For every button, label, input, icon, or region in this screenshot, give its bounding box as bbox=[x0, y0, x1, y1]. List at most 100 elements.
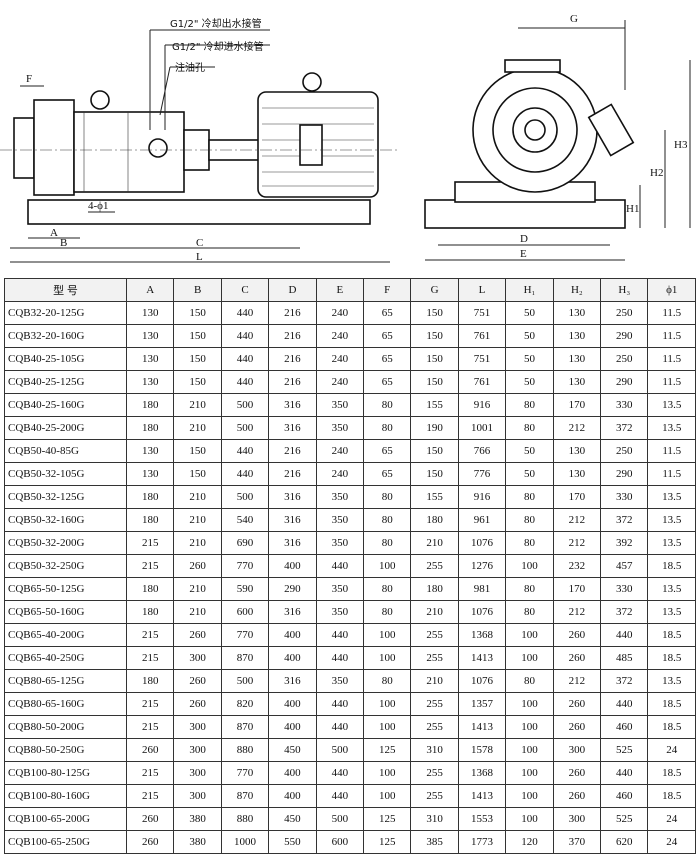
value-cell: H₁ bbox=[505, 278, 554, 302]
table-row: CQB65-50-125G 180 210 590 290 350 80 180 981 80 17… bbox=[4, 577, 696, 601]
value-cell: 212 bbox=[552, 416, 602, 440]
side-view bbox=[0, 29, 400, 263]
value-cell: 240 bbox=[315, 301, 365, 325]
value-cell: 11.5 bbox=[647, 347, 696, 371]
value-cell: 300 bbox=[552, 738, 602, 762]
value-cell: 290 bbox=[600, 462, 649, 486]
value-cell: 330 bbox=[600, 393, 649, 417]
value-cell: 13.5 bbox=[647, 577, 696, 601]
value-cell: C bbox=[220, 278, 270, 302]
value-cell: 260 bbox=[552, 623, 602, 647]
table-row: CQB50-32-160G 180 210 540 316 350 80 180 961 80 21… bbox=[4, 508, 696, 532]
model-cell: CQB50-32-250G bbox=[4, 554, 127, 578]
label: B bbox=[60, 237, 67, 249]
table-row: CQB80-50-200G 215 300 870 400 440 100 255 1413 10… bbox=[4, 715, 696, 739]
value-cell: 440 bbox=[315, 646, 365, 670]
value-cell: 316 bbox=[268, 485, 317, 509]
value-cell: 130 bbox=[552, 347, 602, 371]
value-cell: 440 bbox=[220, 462, 270, 486]
table-row: CQB80-65-125G 180 260 500 316 350 80 210 1076 80 2… bbox=[4, 669, 696, 693]
table-row: CQB40-25-160G 180 210 500 316 350 80 155 916 80 17… bbox=[4, 393, 696, 417]
model-cell: CQB50-32-200G bbox=[4, 531, 127, 555]
value-cell: 260 bbox=[173, 669, 222, 693]
table-row: CQB32-20-125G 130 150 440 216 240 65 150 751 50 13… bbox=[4, 301, 696, 325]
model-cell: CQB40-25-125G bbox=[4, 370, 127, 394]
value-cell: 260 bbox=[125, 738, 175, 762]
value-cell: 1357 bbox=[457, 692, 507, 716]
value-cell: 1578 bbox=[457, 738, 507, 762]
value-cell: 290 bbox=[268, 577, 317, 601]
value-cell: 372 bbox=[600, 416, 649, 440]
value-cell: 350 bbox=[315, 508, 365, 532]
value-cell: 13.5 bbox=[647, 669, 696, 693]
value-cell: 80 bbox=[363, 485, 412, 509]
value-cell: 180 bbox=[125, 669, 175, 693]
value-cell: 440 bbox=[600, 692, 649, 716]
model-cell: CQB50-40-85G bbox=[4, 439, 127, 463]
value-cell: 80 bbox=[505, 393, 554, 417]
label: D bbox=[520, 233, 528, 245]
value-cell: 212 bbox=[552, 508, 602, 532]
value-cell: 210 bbox=[410, 531, 459, 555]
value-cell: 392 bbox=[600, 531, 649, 555]
value-cell: 11.5 bbox=[647, 301, 696, 325]
value-cell: 130 bbox=[125, 439, 175, 463]
value-cell: 100 bbox=[505, 623, 554, 647]
value-cell: 130 bbox=[552, 324, 602, 348]
value-cell: 155 bbox=[410, 393, 459, 417]
value-cell: 400 bbox=[268, 623, 317, 647]
value-cell: 260 bbox=[552, 692, 602, 716]
value-cell: 250 bbox=[600, 439, 649, 463]
value-cell: 440 bbox=[220, 324, 270, 348]
model-cell: CQB50-32-160G bbox=[4, 508, 127, 532]
table-row: 型 号 A B C D E F G L H₁ H₂ H₃ ϕ1 bbox=[4, 278, 696, 302]
value-cell: 300 bbox=[173, 715, 222, 739]
value-cell: 400 bbox=[268, 715, 317, 739]
model-cell: CQB65-50-160G bbox=[4, 600, 127, 624]
model-cell: CQB80-50-200G bbox=[4, 715, 127, 739]
value-cell: 540 bbox=[220, 508, 270, 532]
table-row: CQB50-32-105G 130 150 440 216 240 65 150 776 50 13… bbox=[4, 462, 696, 486]
value-cell: D bbox=[268, 278, 317, 302]
value-cell: 870 bbox=[220, 646, 270, 670]
value-cell: 1413 bbox=[457, 715, 507, 739]
value-cell: 11.5 bbox=[647, 370, 696, 394]
value-cell: 130 bbox=[552, 439, 602, 463]
value-cell: 150 bbox=[410, 462, 459, 486]
value-cell: 100 bbox=[505, 761, 554, 785]
value-cell: 1413 bbox=[457, 646, 507, 670]
table-row: CQB80-65-160G 215 260 820 400 440 100 255 1357 10… bbox=[4, 692, 696, 716]
table-row: CQB50-32-250G 215 260 770 400 440 100 255 1276 10… bbox=[4, 554, 696, 578]
value-cell: 100 bbox=[363, 784, 412, 808]
model-cell: CQB100-65-200G bbox=[4, 807, 127, 831]
value-cell: 350 bbox=[315, 600, 365, 624]
value-cell: 400 bbox=[268, 761, 317, 785]
value-cell: 11.5 bbox=[647, 439, 696, 463]
value-cell: 380 bbox=[173, 807, 222, 831]
value-cell: 212 bbox=[552, 600, 602, 624]
value-cell: 440 bbox=[315, 715, 365, 739]
value-cell: 300 bbox=[552, 807, 602, 831]
value-cell: 210 bbox=[173, 531, 222, 555]
value-cell: 300 bbox=[173, 784, 222, 808]
value-cell: 216 bbox=[268, 347, 317, 371]
value-cell: 50 bbox=[505, 462, 554, 486]
label: A bbox=[50, 227, 58, 239]
value-cell: 240 bbox=[315, 462, 365, 486]
table-row: CQB100-80-160G 215 300 870 400 440 100 255 1413 1… bbox=[4, 784, 696, 808]
value-cell: 80 bbox=[505, 531, 554, 555]
value-cell: E bbox=[315, 278, 365, 302]
value-cell: 24 bbox=[647, 738, 696, 762]
value-cell: 255 bbox=[410, 784, 459, 808]
value-cell: 440 bbox=[315, 761, 365, 785]
value-cell: 130 bbox=[125, 462, 175, 486]
value-cell: F bbox=[363, 278, 412, 302]
value-cell: 250 bbox=[600, 347, 649, 371]
value-cell: 210 bbox=[173, 508, 222, 532]
value-cell: 13.5 bbox=[647, 485, 696, 509]
value-cell: 65 bbox=[363, 370, 412, 394]
value-cell: 400 bbox=[268, 692, 317, 716]
value-cell: 350 bbox=[315, 577, 365, 601]
table-row: CQB50-32-200G 215 210 690 316 350 80 210 1076 80 2… bbox=[4, 531, 696, 555]
